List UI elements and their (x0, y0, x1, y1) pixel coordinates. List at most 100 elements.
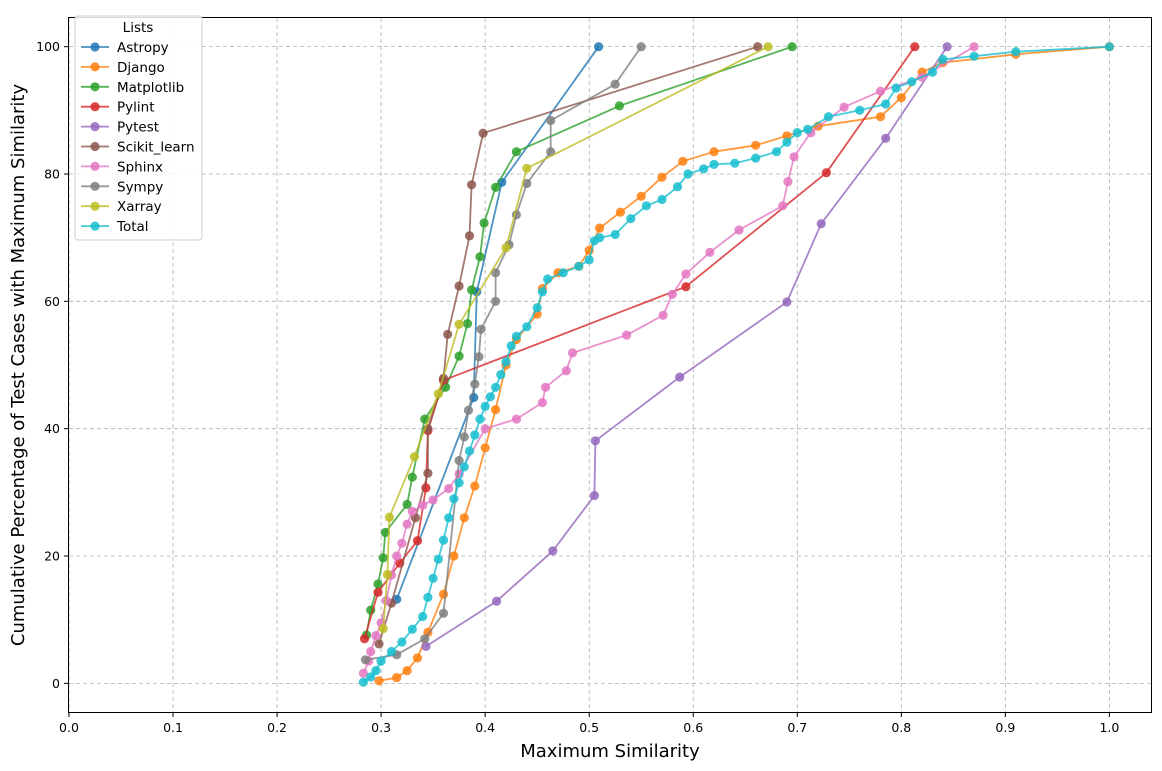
data-point (480, 443, 490, 453)
data-point (590, 436, 601, 446)
legend-marker (90, 221, 100, 231)
data-point (433, 389, 443, 399)
data-point (558, 268, 568, 278)
data-point (392, 673, 402, 683)
data-point (891, 83, 901, 93)
data-point (681, 282, 691, 292)
legend-item-xarray: Xarray (81, 199, 162, 215)
data-point (454, 281, 464, 291)
data-point (381, 596, 391, 606)
data-point (896, 93, 906, 103)
data-point (475, 252, 485, 262)
data-point (522, 178, 532, 189)
series-astropy (392, 42, 604, 604)
data-point (479, 218, 489, 228)
data-point (392, 551, 402, 561)
x-tick-label: 0.6 (683, 720, 703, 735)
data-point (438, 589, 449, 599)
data-point (543, 274, 553, 284)
x-axis-label: Maximum Similarity (520, 741, 700, 762)
legend-item-pylint: Pylint (81, 100, 154, 116)
legend-marker (90, 201, 100, 211)
legend-label: Django (117, 60, 165, 76)
data-point (366, 646, 376, 657)
legend-box (74, 15, 203, 241)
data-point (734, 225, 744, 235)
data-point (595, 233, 605, 243)
data-point (658, 310, 668, 320)
data-point (927, 67, 938, 77)
data-point (875, 86, 886, 96)
data-point (782, 137, 792, 147)
data-point (470, 481, 480, 491)
data-point (548, 546, 558, 556)
data-point (511, 331, 521, 341)
data-point (699, 164, 709, 174)
data-point (373, 587, 383, 597)
legend-label: Astropy (117, 40, 169, 56)
series-total (358, 42, 1114, 687)
legend-label: Pytest (117, 120, 159, 136)
data-point (491, 405, 501, 415)
data-point (443, 329, 453, 339)
ticks: 0.0 0.1 0.2 0.3 0.4 0.5 0.6 0.7 0.8 0.9 1.0 0 20 40 60… (36, 39, 1119, 735)
data-point (753, 42, 763, 52)
data-point (763, 42, 773, 52)
data-point (673, 182, 683, 192)
data-point (454, 351, 464, 361)
data-point (610, 79, 620, 89)
data-point (1011, 47, 1021, 57)
data-point (467, 180, 477, 190)
data-point (475, 414, 485, 424)
data-point (371, 631, 381, 641)
data-point (610, 229, 620, 240)
data-point (778, 201, 788, 211)
data-point (803, 124, 813, 134)
data-point (358, 668, 368, 678)
data-point (491, 182, 501, 192)
data-point (420, 634, 430, 644)
data-point (444, 513, 454, 523)
y-tick-label: 20 (44, 549, 60, 564)
data-point (636, 42, 646, 52)
x-tick-label: 0.7 (787, 720, 807, 735)
data-point (506, 341, 516, 351)
legend-label: Xarray (117, 199, 162, 215)
data-point (480, 401, 490, 411)
data-point (792, 128, 802, 138)
legend-item-matplotlib: Matplotlib (81, 80, 184, 96)
data-point (459, 432, 469, 442)
x-tick-label: 0.4 (475, 720, 495, 735)
data-point (374, 676, 384, 686)
y-tick-label: 60 (44, 294, 60, 309)
data-point (423, 468, 433, 478)
data-point (478, 128, 488, 138)
legend-label: Sympy (117, 179, 163, 195)
series-layer (358, 42, 1114, 687)
data-point (418, 500, 428, 510)
data-point (378, 553, 388, 563)
legend-marker (90, 181, 100, 191)
data-point (622, 330, 632, 340)
data-point (491, 382, 501, 392)
data-point (782, 131, 792, 141)
data-point (374, 639, 384, 649)
data-point (522, 163, 532, 173)
data-point (626, 214, 636, 224)
data-point (359, 634, 370, 644)
data-point (428, 495, 438, 505)
data-point (433, 554, 443, 564)
data-point (636, 191, 646, 201)
data-point (407, 506, 417, 516)
data-point (491, 268, 501, 278)
data-point (464, 446, 475, 456)
y-axis-label: Cumulative Percentage of Test Cases with… (8, 84, 29, 647)
data-point (376, 656, 386, 666)
data-point (397, 637, 407, 647)
legend-label: Matplotlib (117, 80, 184, 96)
data-point (546, 115, 556, 126)
legend-item-pytest: Pytest (81, 120, 159, 136)
data-point (380, 527, 390, 538)
series-xarray (378, 42, 773, 634)
